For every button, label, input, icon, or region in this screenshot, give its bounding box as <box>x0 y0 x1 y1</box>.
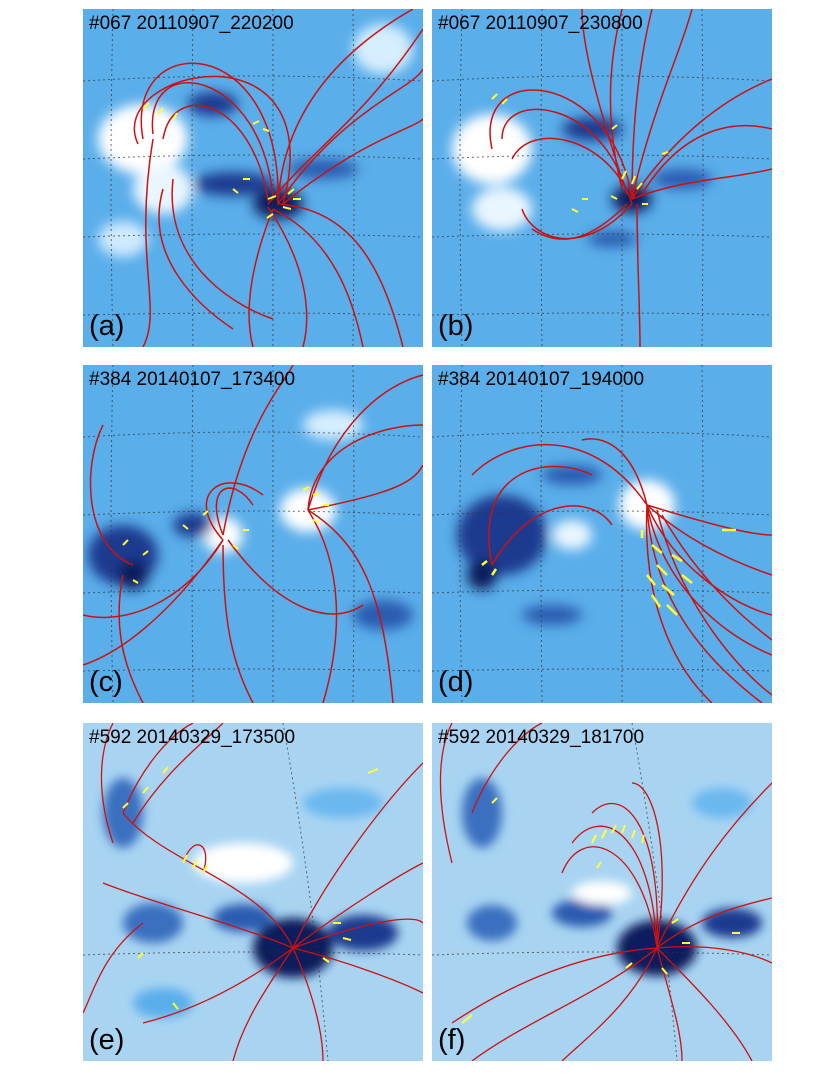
panel-b: #067 20110907_230800 (b) <box>432 9 772 347</box>
magnetogram-image <box>83 9 423 347</box>
magnetogram-image <box>83 723 423 1061</box>
panel-label: (d) <box>438 666 474 698</box>
magnetogram-image <box>83 365 423 703</box>
panel-label: (f) <box>438 1024 466 1056</box>
panel-title: #592 20140329_181700 <box>438 727 645 748</box>
panel-label: (b) <box>438 310 474 342</box>
panel-title: #384 20140107_173400 <box>89 369 296 390</box>
panel-f: #592 20140329_181700 (f) <box>432 723 772 1061</box>
panel-c: #384 20140107_173400 (c) <box>83 365 423 703</box>
magnetogram-image <box>432 365 772 703</box>
panel-e: #592 20140329_173500 (e) <box>83 723 423 1061</box>
panel-label: (a) <box>89 310 125 342</box>
panel-d: #384 20140107_194000 (d) <box>432 365 772 703</box>
panel-label: (e) <box>89 1024 125 1056</box>
panel-label: (c) <box>89 666 123 698</box>
panel-title: #592 20140329_173500 <box>89 727 296 748</box>
panel-title: #067 20110907_230800 <box>438 13 643 34</box>
magnetogram-image <box>432 723 772 1061</box>
panel-a: #067 20110907_220200 (a) <box>83 9 423 347</box>
magnetogram-image <box>432 9 772 347</box>
panel-title: #067 20110907_220200 <box>89 13 294 34</box>
panel-title: #384 20140107_194000 <box>438 369 645 390</box>
